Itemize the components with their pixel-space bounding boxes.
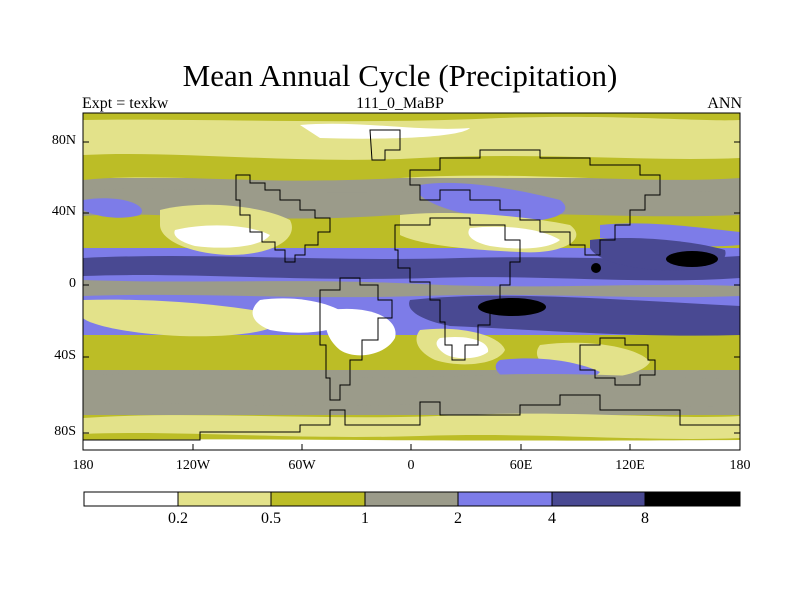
contour-white-north-america (174, 225, 270, 248)
colorbar-bin-3 (364, 491, 459, 507)
chart-title: Mean Annual Cycle (Precipitation) (182, 58, 618, 93)
season-label: ANN (707, 95, 742, 112)
colorbar-label-0-2: 0.2 (168, 510, 188, 527)
contour-black-west-pacific (666, 251, 718, 267)
coast-eurasia (409, 149, 661, 256)
x-tick-180w: 180 (72, 458, 94, 473)
coast-africa (394, 217, 521, 361)
contour-yellow-south-pacific (83, 299, 282, 337)
colorbar-bin-1 (177, 491, 272, 507)
contour-yellow-southern-ocean (83, 413, 740, 439)
map-field (83, 113, 740, 450)
x-tick-180e: 180 (729, 458, 751, 473)
contour-north-olive (83, 153, 740, 181)
contour-grey-south (83, 373, 740, 407)
y-tick-80s: 80S (54, 424, 76, 439)
colorbar-label-4: 4 (548, 510, 556, 527)
x-tick-120e: 120E (615, 458, 645, 473)
coast-antarctica (83, 394, 740, 441)
colorbar-bin-4 (457, 491, 553, 507)
x-tick-0: 0 (407, 458, 415, 473)
period-label: 111_0_MaBP (356, 95, 444, 112)
contour-blue-asia (420, 182, 566, 222)
contour-black-asia (591, 263, 601, 273)
x-tick-60e: 60E (509, 458, 533, 473)
colorbar-bin-5 (551, 491, 646, 507)
contour-white-south-africa (436, 336, 489, 359)
contour-grey-equator (83, 280, 740, 298)
contour-blue-pacific-north (83, 198, 142, 218)
experiment-label: Expt = texkw (82, 95, 169, 112)
contour-white-sahara (468, 226, 560, 249)
axis-ticks (83, 141, 740, 450)
coast-south-america (319, 277, 393, 401)
colorbar-bin-0 (83, 491, 179, 507)
x-tick-120w: 120W (175, 458, 211, 473)
coast-australia (579, 337, 656, 386)
coast-greenland (369, 129, 401, 161)
colorbar-bin-2 (270, 491, 366, 507)
colorbar-label-8: 8 (641, 510, 649, 527)
y-tick-40s: 40S (54, 348, 76, 363)
contour-north-white (300, 123, 470, 139)
coastlines (83, 129, 740, 441)
contour-dark-itcz (83, 256, 740, 281)
colorbar-label-0-5: 0.5 (261, 510, 281, 527)
colorbar-bin-6 (644, 491, 741, 507)
y-tick-80n: 80N (51, 133, 76, 148)
contour-black-spcz (478, 298, 546, 316)
colorbar-label-1: 1 (361, 510, 369, 527)
y-tick-40n: 40N (51, 204, 76, 219)
contour-white-south-pacific (252, 298, 350, 333)
coast-north-america (235, 174, 331, 263)
y-tick-0: 0 (69, 276, 76, 291)
x-tick-60w: 60W (288, 458, 316, 473)
colorbar-label-2: 2 (454, 510, 462, 527)
colorbar (83, 491, 741, 507)
